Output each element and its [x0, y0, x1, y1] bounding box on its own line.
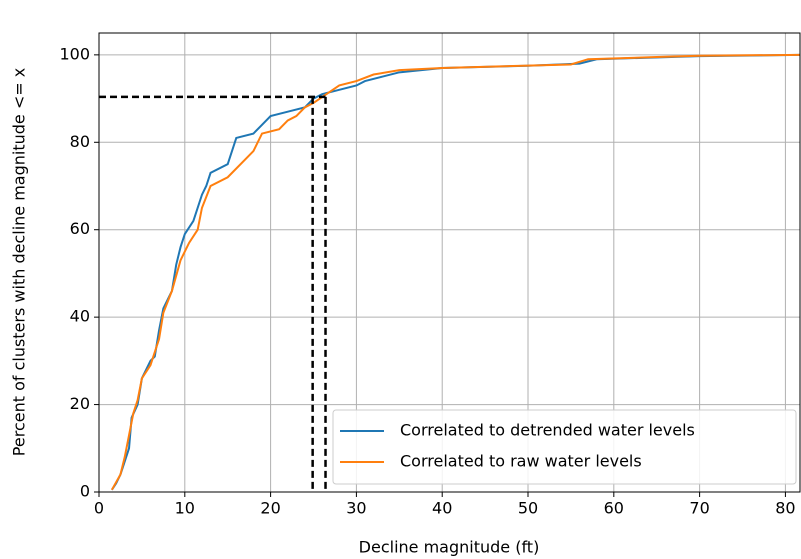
x-tick-label: 20	[260, 499, 280, 518]
x-tick-label: 40	[432, 499, 452, 518]
y-tick-label: 80	[70, 132, 90, 151]
legend: Correlated to detrended water levels Corr…	[332, 409, 797, 485]
legend-label: Correlated to detrended water levels	[400, 421, 695, 440]
y-tick-label: 20	[70, 394, 90, 413]
y-axis-label: Percent of clusters with decline magnitu…	[10, 68, 29, 456]
x-tick-label: 0	[94, 499, 104, 518]
legend-box	[332, 409, 797, 485]
x-axis-label: Decline magnitude (ft)	[359, 538, 540, 557]
y-tick-label: 100	[59, 44, 90, 63]
series-line	[110, 53, 800, 491]
x-tick-label: 60	[604, 499, 624, 518]
x-tick-label: 80	[775, 499, 795, 518]
y-tick-label: 40	[70, 307, 90, 326]
x-tick-label: 30	[346, 499, 366, 518]
x-tick-label: 50	[518, 499, 538, 518]
y-tick-label: 0	[80, 482, 90, 501]
x-tick-label: 70	[689, 499, 709, 518]
plot-frame	[98, 32, 801, 493]
x-tick-label: 10	[175, 499, 195, 518]
legend-label: Correlated to raw water levels	[400, 452, 642, 471]
y-tick-label: 60	[70, 219, 90, 238]
